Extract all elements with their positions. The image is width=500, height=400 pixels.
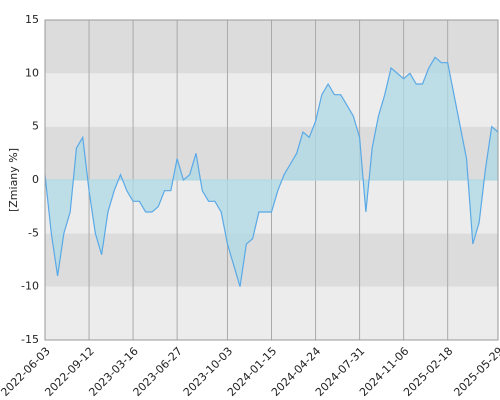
y-tick-label: 0 [32,173,39,186]
y-tick-label: -5 [28,226,39,239]
y-tick-label: 15 [25,13,39,26]
y-tick-label: 10 [25,66,39,79]
line [44,56,499,287]
y-axis-label: [Zmiany %] [7,148,20,212]
x-tick-label: 2025-05-29 [451,345,500,399]
y-tick-label: -10 [21,280,39,293]
y-tick-label: 5 [32,120,39,133]
y-tick-label: -15 [21,333,39,346]
area [45,57,498,287]
plot-border [44,19,499,341]
